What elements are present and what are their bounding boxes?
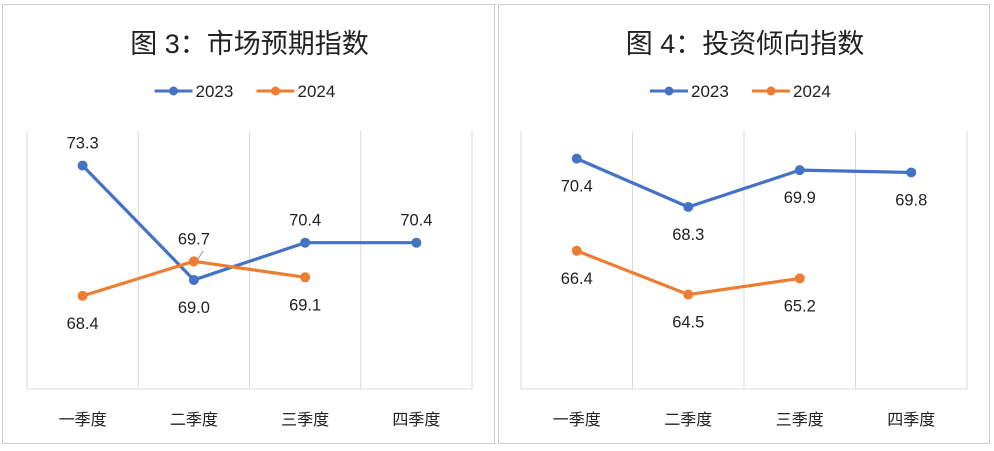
data-label-2023: 70.4 xyxy=(561,178,593,196)
data-label-2024: 69.7 xyxy=(178,230,210,248)
legend-label-2023: 2023 xyxy=(196,82,234,101)
legend-marker-2024 xyxy=(271,86,280,96)
data-point-2023 xyxy=(77,160,88,171)
data-label-2024: 69.1 xyxy=(289,296,321,314)
data-label-2023: 70.4 xyxy=(289,212,321,230)
data-label-2024: 66.4 xyxy=(561,270,593,288)
x-tick-label: 一季度 xyxy=(59,411,107,429)
legend-marker-2024 xyxy=(766,86,776,96)
series-line-2023 xyxy=(81,163,418,282)
x-tick-label: 四季度 xyxy=(392,411,440,429)
data-point-2024 xyxy=(794,273,805,284)
legend-label-2024: 2024 xyxy=(793,82,831,101)
legend-label-2024: 2024 xyxy=(298,82,336,101)
data-point-2024 xyxy=(571,245,582,256)
data-label-2023: 73.3 xyxy=(67,135,99,153)
x-tick-label: 三季度 xyxy=(281,411,329,429)
data-label-2024: 65.2 xyxy=(784,297,816,315)
data-point-2023 xyxy=(300,237,311,248)
data-label-2023: 69.8 xyxy=(895,191,927,209)
x-tick-label: 一季度 xyxy=(553,411,601,429)
chart-investment-tendency: 图 4：投资倾向指数 2023 2024 一季度 二季度 三季度 四季度 70.4 68.3 69… xyxy=(520,29,968,429)
data-label-2024: 64.5 xyxy=(672,314,704,332)
chart-market-expectation: 图 3：市场预期指数 2023 2024 一季度 二季度 三季度 四季度 73.3 69.0 70… xyxy=(26,29,473,429)
series-line-2024 xyxy=(575,249,802,297)
chart-title: 图 4：投资倾向指数 xyxy=(626,29,865,59)
data-point-2024 xyxy=(683,289,694,300)
data-label-2023: 70.4 xyxy=(400,212,432,230)
x-tick-label: 二季度 xyxy=(170,411,218,429)
series-line-2023 xyxy=(575,157,913,209)
data-point-2024 xyxy=(77,290,88,301)
data-point-2023 xyxy=(571,153,582,164)
data-point-2024 xyxy=(300,272,311,283)
data-point-2023 xyxy=(188,274,199,285)
data-point-2023 xyxy=(794,165,805,176)
data-label-2024: 68.4 xyxy=(67,315,99,333)
legend-marker-2023 xyxy=(169,86,178,96)
data-point-2024 xyxy=(188,256,199,267)
x-tick-label: 二季度 xyxy=(664,411,712,429)
chart-panel-market-expectation: 图 3：市场预期指数 2023 2024 一季度 二季度 三季度 四季度 73.3 69.0 70… xyxy=(2,4,495,444)
data-point-2023 xyxy=(906,167,917,178)
data-point-2023 xyxy=(683,202,694,213)
chart-title: 图 3：市场预期指数 xyxy=(130,29,369,59)
legend-marker-2023 xyxy=(664,86,674,96)
chart-panel-investment-tendency: 图 4：投资倾向指数 2023 2024 一季度 二季度 三季度 四季度 70.4 68.3 69… xyxy=(498,4,990,444)
x-tick-label: 四季度 xyxy=(887,411,935,429)
data-point-2023 xyxy=(411,237,422,248)
data-label-2023: 69.0 xyxy=(178,299,210,317)
legend-label-2023: 2023 xyxy=(691,82,729,101)
x-tick-label: 三季度 xyxy=(776,411,824,429)
data-label-2023: 68.3 xyxy=(672,226,704,244)
data-label-2023: 69.9 xyxy=(784,189,816,207)
